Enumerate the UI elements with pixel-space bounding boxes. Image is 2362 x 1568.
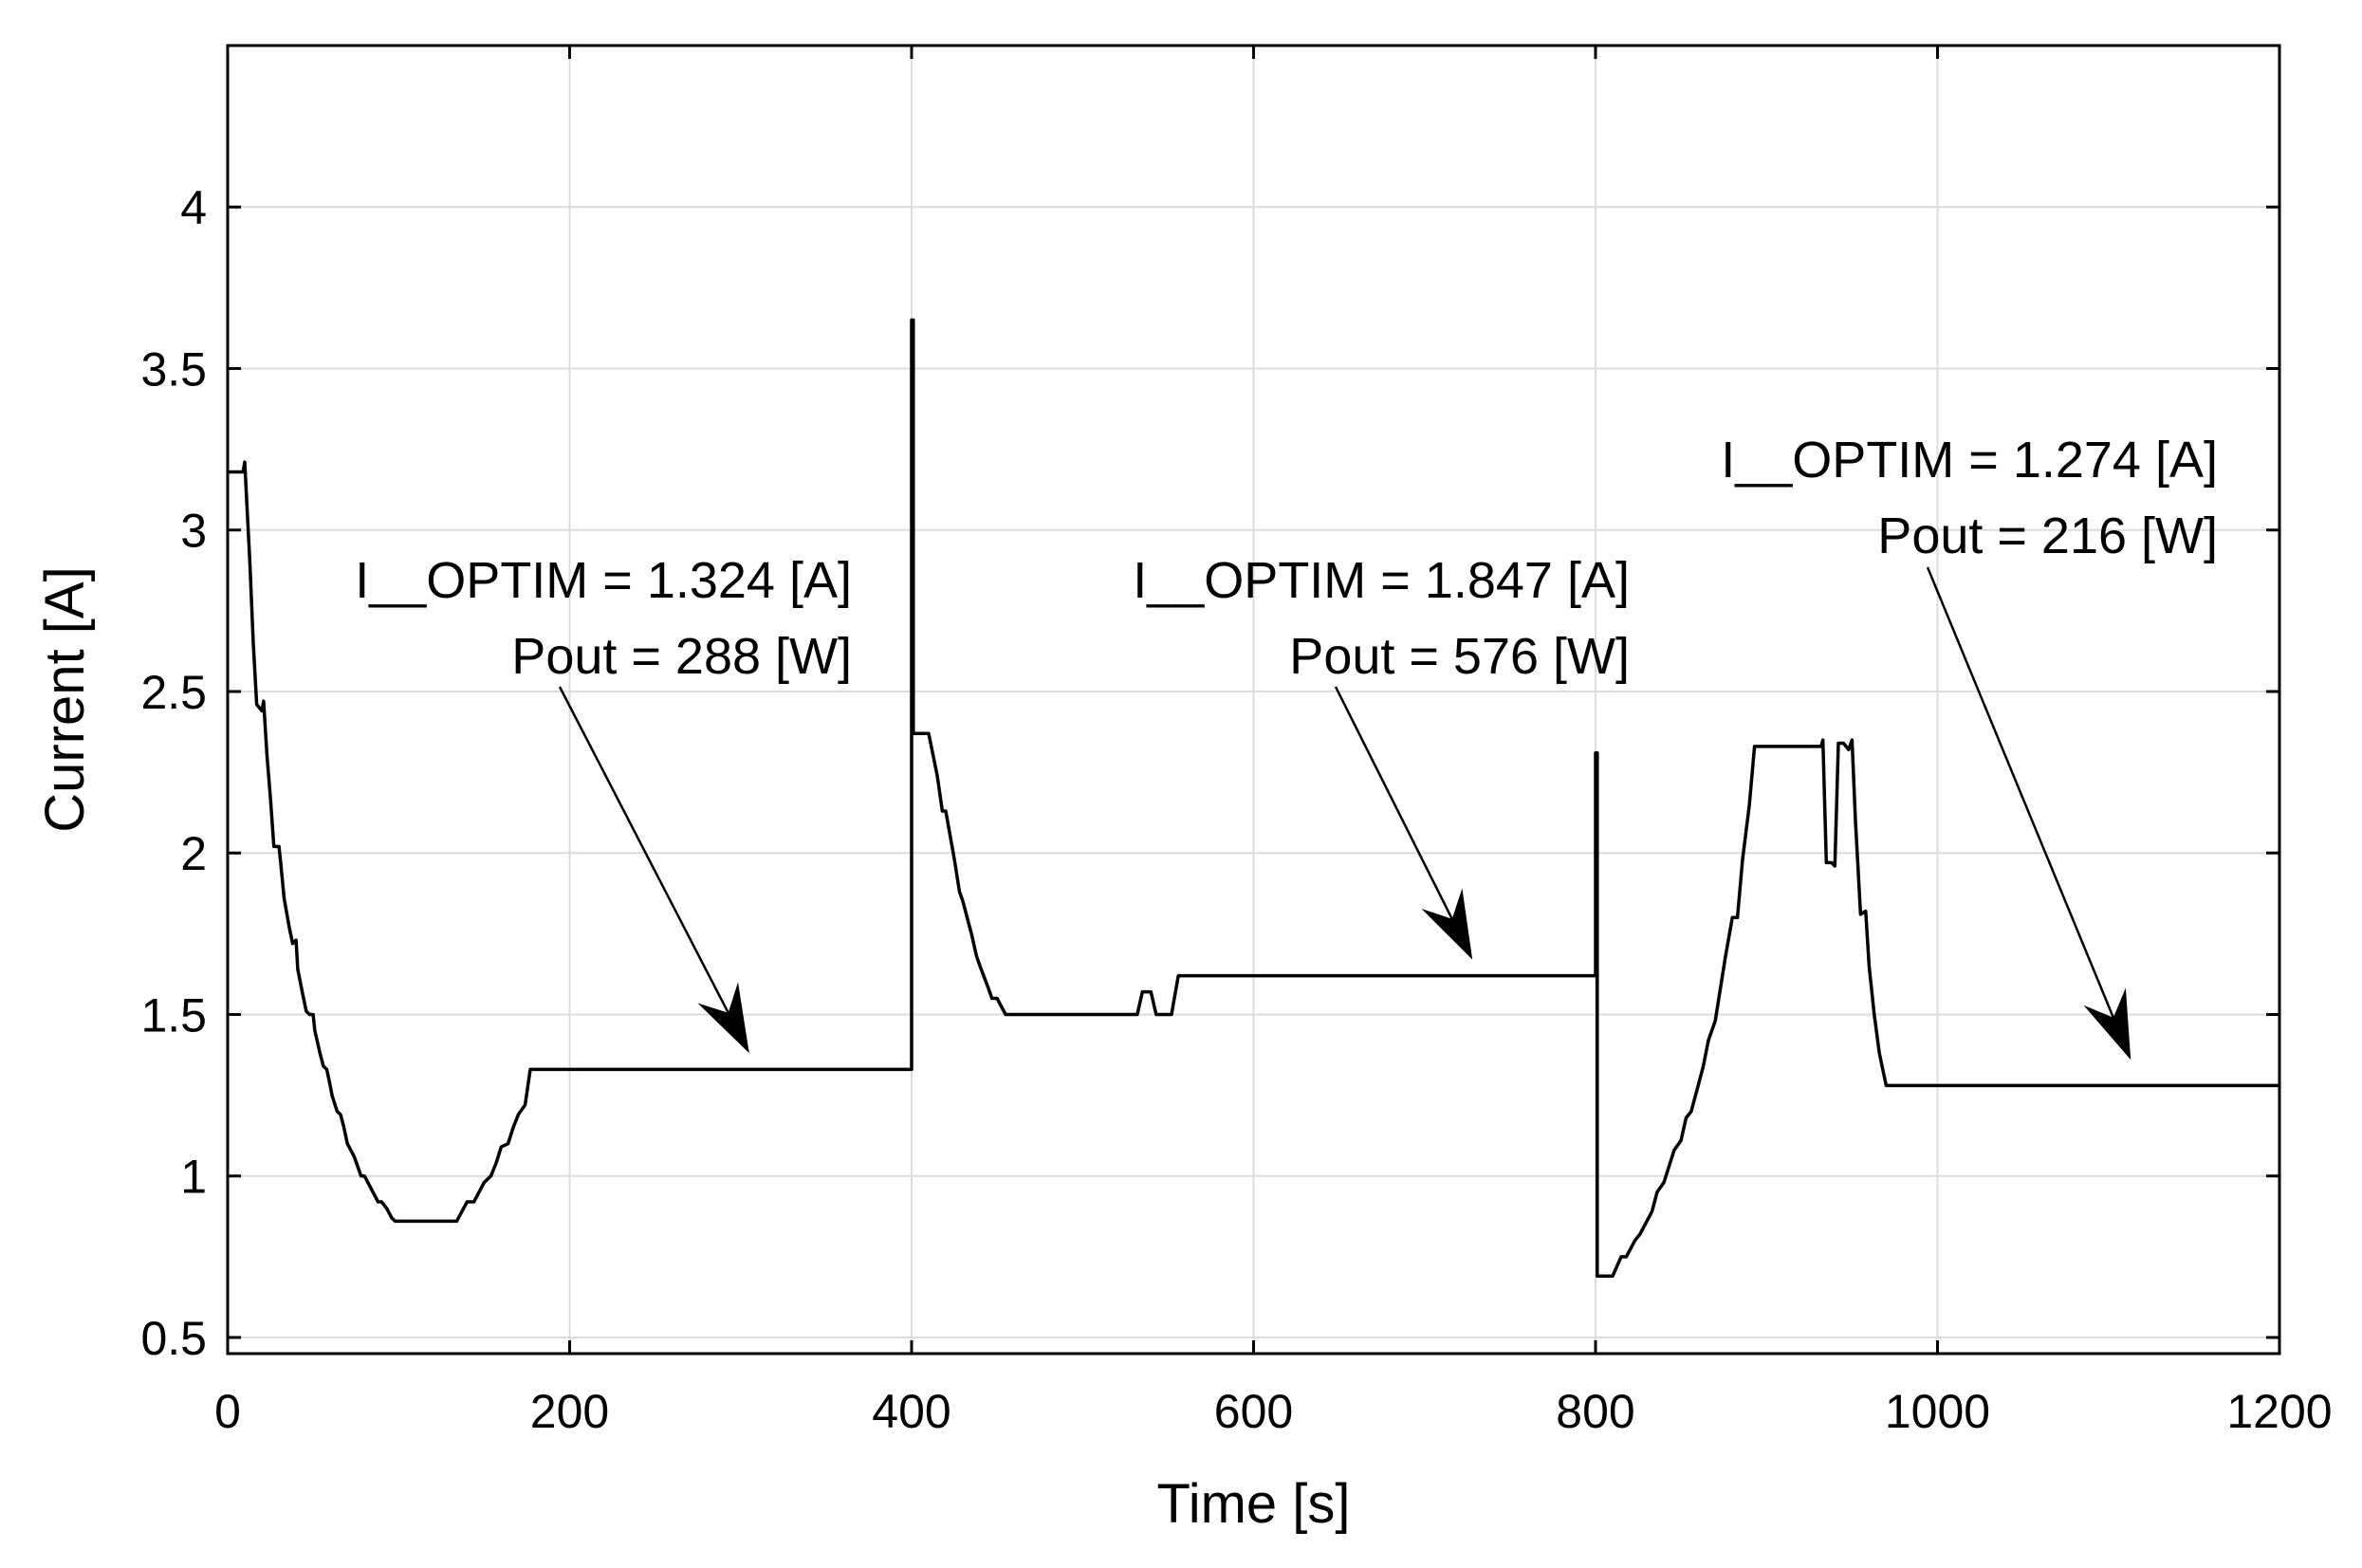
x-tick-label: 200 <box>530 1385 609 1438</box>
axis-ticks: 0 200 400 600 800 1000 1200 0.5 1 1.5 2 2.5 3 3.5 4 <box>140 46 2333 1438</box>
annotation-current-label: I__OPTIM = 1.324 [A] <box>355 552 852 609</box>
annotation-current-label: I__OPTIM = 1.274 [A] <box>1721 432 2218 489</box>
annotation-arrow-line <box>1334 686 1453 920</box>
series-lines <box>228 318 2279 1279</box>
annotation-arrow-head <box>697 982 749 1054</box>
x-tick-label: 400 <box>872 1385 950 1438</box>
grid-lines <box>228 46 2279 1354</box>
annotation-arrow-head <box>2083 987 2131 1061</box>
x-tick-label: 600 <box>1214 1385 1293 1438</box>
y-axis-title: Current [A] <box>34 566 96 832</box>
annotation-current-label: I__OPTIM = 1.847 [A] <box>1133 552 1630 609</box>
y-tick-label: 2.5 <box>140 666 207 719</box>
y-tick-label: 1 <box>180 1151 207 1204</box>
annotation-power-label: Pout = 288 [W] <box>511 628 852 685</box>
x-tick-label: 800 <box>1556 1385 1634 1438</box>
x-tick-label: 1200 <box>2226 1385 2332 1438</box>
annotation-power-label: Pout = 576 [W] <box>1289 628 1630 685</box>
y-tick-label: 0.5 <box>140 1312 207 1365</box>
y-tick-label: 2 <box>180 827 207 880</box>
x-tick-label: 1000 <box>1885 1385 1990 1438</box>
series-line <box>228 318 2279 1279</box>
y-tick-label: 1.5 <box>140 988 207 1042</box>
x-axis-title: Time [s] <box>1156 1473 1350 1535</box>
y-tick-label: 4 <box>180 181 207 234</box>
annotation-arrow-line <box>1926 566 2115 1019</box>
y-tick-label: 3.5 <box>140 342 207 396</box>
annotations: I__OPTIM = 1.324 [A] Pout = 288 [W] I__OPT… <box>355 432 2218 1061</box>
x-tick-label: 0 <box>214 1385 241 1438</box>
annotation-arrow-line <box>558 686 729 1014</box>
annotation-power-label: Pout = 216 [W] <box>1877 507 2218 564</box>
annotation-arrow-head <box>1421 888 1473 960</box>
y-tick-label: 3 <box>180 505 207 558</box>
